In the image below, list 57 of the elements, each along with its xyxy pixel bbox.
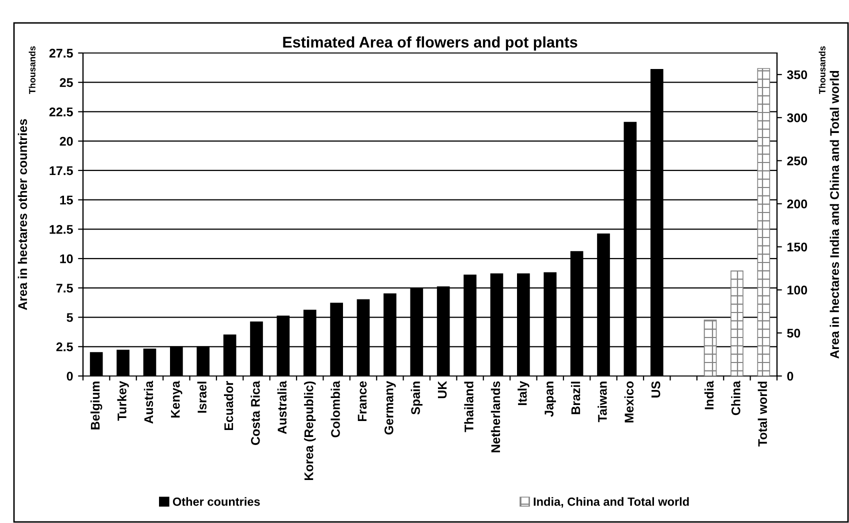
x-tick-label: UK: [438, 380, 447, 398]
y2-tick-label: 0: [787, 372, 794, 381]
y-tick-label: 12.5: [50, 224, 73, 234]
y-tick-label: 2.5: [56, 342, 73, 352]
bar: [757, 68, 770, 376]
x-tick-label: Belgium: [90, 382, 102, 430]
x-tick-label: Kenya: [171, 380, 182, 418]
x-tick-label: Austria: [144, 380, 154, 424]
y2-tick-label: 350: [787, 70, 808, 80]
y2-tick-label: 200: [787, 200, 808, 208]
y2-tick-label: 50: [787, 328, 800, 338]
y2-tick-label: 250: [787, 156, 808, 166]
x-tick-label: Thailand: [464, 382, 474, 432]
x-tick-label: China: [731, 380, 740, 416]
y-tick-label: 15: [60, 196, 73, 204]
x-tick-label: Total world: [758, 382, 768, 446]
x-tick-label: Germany: [384, 380, 396, 435]
text: Thousands: [28, 46, 36, 94]
y2-tick-label: 150: [788, 242, 808, 252]
legend-label: Other countries: [172, 497, 260, 506]
bar: [90, 352, 103, 376]
x-tick-label: Italy: [518, 380, 530, 406]
x-tick-label: Brazil: [570, 382, 580, 414]
y-tick-label: 22.5: [49, 108, 73, 116]
x-tick-label: Mexico: [624, 381, 634, 422]
y-tick-label: 25: [60, 78, 73, 88]
x-tick-label: Netherlands: [490, 381, 500, 452]
y-tick-label: 5: [66, 313, 73, 322]
chart-title: Estimated Area of flowers and pot plants: [283, 36, 578, 51]
y-tick-label: 10: [60, 254, 73, 264]
x-tick-label: Turkey: [117, 380, 129, 421]
x-tick-label: US: [651, 381, 660, 398]
text: Thousands: [818, 46, 826, 94]
y-axis-title: Area in hectares other countries: [18, 119, 28, 310]
x-tick-label: India: [704, 380, 714, 410]
x-tick-label: Japan: [544, 382, 556, 417]
x-tick-label: Taiwan: [598, 382, 607, 422]
x-tick-label: France: [358, 381, 367, 422]
y2-tick-label: 300: [787, 113, 808, 122]
x-tick-label: Korea (Republic): [304, 381, 316, 480]
x-tick-label: Spain: [410, 382, 422, 415]
bar: [704, 320, 717, 376]
y-tick-label: 17.5: [50, 166, 73, 176]
y2-axis-title: Area in hectares India and China and Total world: [830, 70, 839, 359]
bar: [730, 270, 744, 376]
legend-label: India, China and Total world: [534, 497, 689, 508]
y2-tick-label: 100: [788, 286, 808, 295]
bar: [116, 350, 130, 376]
y-tick-label: 27.5: [49, 48, 73, 58]
x-tick-label: Colombia: [330, 380, 340, 438]
x-tick-label: Australia: [277, 380, 287, 434]
x-tick-label: Israel: [197, 382, 206, 413]
y-tick-label: 20: [60, 136, 73, 146]
y-tick-label: 0: [66, 372, 73, 381]
x-tick-label: Ecuador: [224, 381, 234, 430]
y-tick-label: 7.5: [56, 284, 73, 293]
x-tick-label: Costa Rica: [250, 380, 260, 445]
